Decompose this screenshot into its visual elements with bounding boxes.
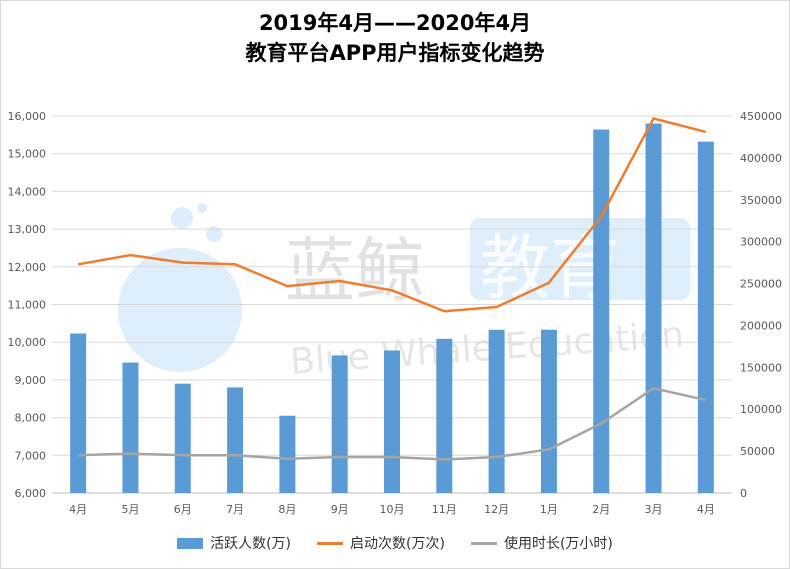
x-tick-label: 5月	[121, 503, 139, 516]
left-tick-label: 7,000	[15, 449, 47, 462]
chart-title-line-1: 2019年4月——2020年4月	[258, 11, 532, 35]
right-tick-label: 300000	[740, 236, 782, 249]
chart-title: 2019年4月——2020年4月 教育平台APP用户指标变化趋势	[0, 8, 790, 68]
left-tick-label: 11,000	[8, 299, 47, 312]
left-tick-label: 12,000	[8, 261, 47, 274]
legend-label: 使用时长(万小时)	[503, 536, 613, 552]
bar	[174, 383, 191, 493]
bar	[279, 415, 296, 493]
legend-swatch-bar	[177, 537, 204, 549]
x-tick-label: 8月	[278, 503, 296, 516]
line-series	[77, 117, 707, 461]
legend-label: 启动次数(万次)	[350, 536, 445, 552]
bar-series	[70, 123, 714, 494]
x-tick-label: 4月	[697, 503, 715, 516]
x-tick-label: 10月	[380, 503, 405, 516]
bar	[227, 387, 244, 493]
chart-title-line-2: 教育平台APP用户指标变化趋势	[245, 41, 545, 65]
x-tick-label: 3月	[645, 503, 663, 516]
x-tick-label: 1月	[540, 503, 558, 516]
left-tick-label: 14,000	[8, 185, 47, 198]
right-axis-ticks: 0 50000 100000 150000 200000 250000 300000 3500…	[740, 110, 782, 500]
left-tick-label: 13,000	[8, 223, 47, 236]
x-tick-label: 6月	[174, 503, 192, 516]
bar	[593, 129, 610, 493]
bar	[488, 329, 505, 493]
left-tick-label: 15,000	[8, 148, 47, 161]
bar	[331, 355, 348, 493]
x-axis-ticks: 4月 5月 6月 7月 8月 9月 10月 11月 12月 1月 2月 3月 4月	[69, 503, 715, 516]
x-tick-label: 11月	[432, 503, 457, 516]
legend-item-usage-hours[interactable]: 使用时长(万小时)	[470, 533, 613, 553]
line-launches	[77, 117, 707, 313]
bar	[697, 141, 714, 494]
x-tick-label: 7月	[226, 503, 244, 516]
left-tick-label: 16,000	[8, 110, 47, 123]
left-tick-label: 6,000	[15, 487, 47, 500]
left-tick-label: 8,000	[15, 412, 47, 425]
bar	[645, 123, 662, 493]
left-tick-label: 9,000	[15, 374, 47, 387]
legend: 活跃人数(万) 启动次数(万次) 使用时长(万小时)	[0, 531, 790, 555]
right-tick-label: 250000	[740, 278, 782, 291]
legend-item-active-users[interactable]: 活跃人数(万)	[177, 533, 291, 553]
right-tick-label: 150000	[740, 361, 782, 374]
bar	[436, 338, 453, 493]
legend-swatch-line	[317, 541, 344, 545]
x-tick-label: 2月	[592, 503, 610, 516]
right-tick-label: 50000	[740, 445, 775, 458]
right-tick-label: 400000	[740, 152, 782, 165]
right-tick-label: 100000	[740, 403, 782, 416]
legend-item-launches[interactable]: 启动次数(万次)	[317, 533, 445, 553]
bar	[384, 350, 400, 493]
right-tick-label: 450000	[740, 110, 782, 123]
x-tick-label: 9月	[331, 503, 349, 516]
bar	[122, 362, 139, 493]
legend-label: 活跃人数(万)	[210, 536, 292, 552]
right-tick-label: 350000	[740, 194, 782, 207]
left-tick-label: 10,000	[8, 336, 47, 349]
x-tick-label: 4月	[69, 503, 87, 516]
line-usage-hours	[78, 387, 707, 461]
bar	[70, 333, 87, 493]
legend-swatch-line	[470, 541, 497, 545]
left-axis-ticks: 6,000 7,000 8,000 9,000 10,000 11,000 12,000 13…	[8, 110, 47, 500]
right-tick-label: 0	[740, 487, 747, 500]
right-tick-label: 200000	[740, 319, 782, 332]
x-tick-label: 12月	[484, 503, 509, 516]
bar	[540, 329, 557, 493]
